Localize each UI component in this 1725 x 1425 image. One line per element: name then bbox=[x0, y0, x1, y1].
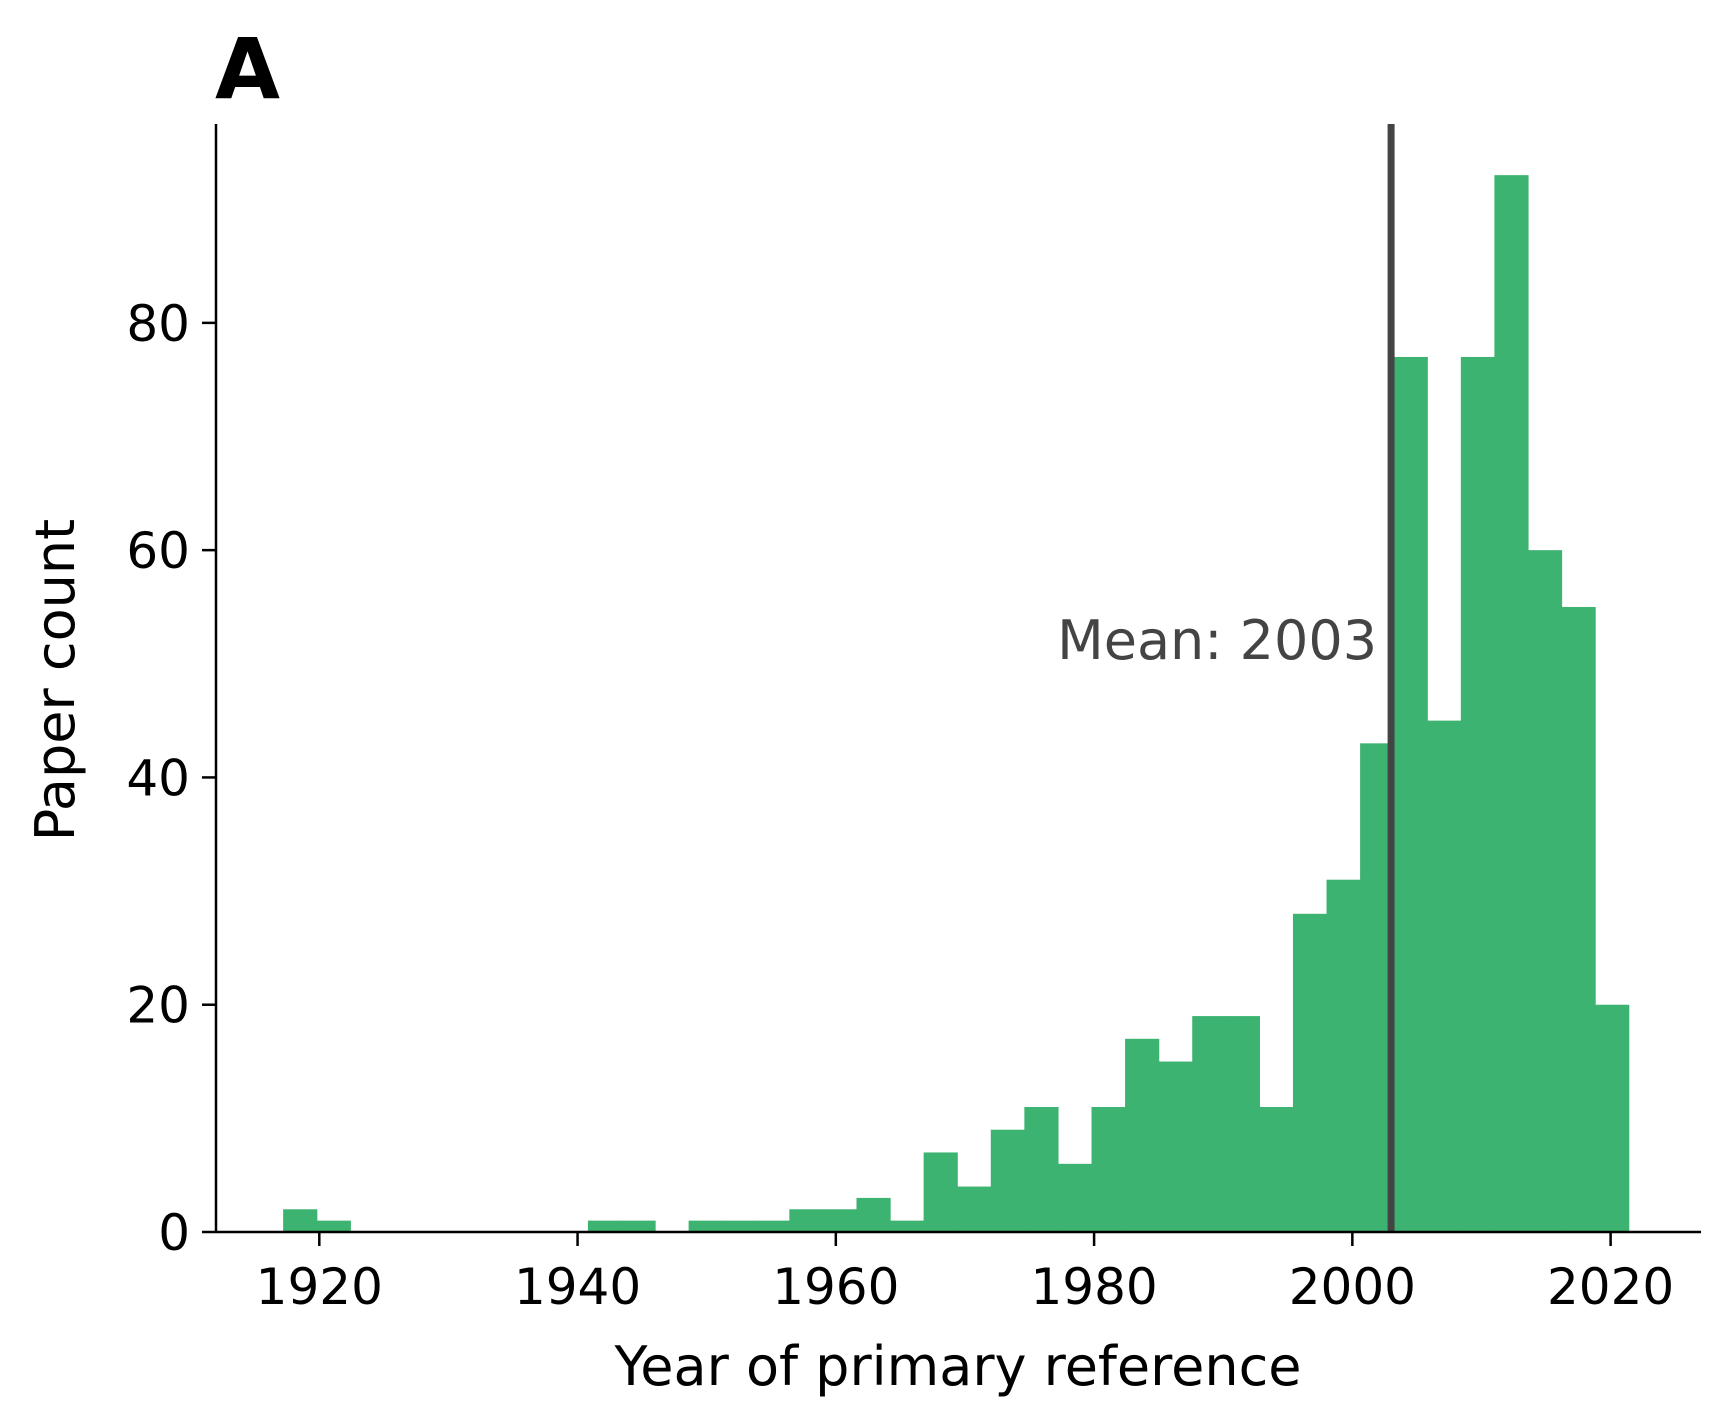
histogram-bar-10 bbox=[890, 1220, 925, 1232]
histogram-bar-16 bbox=[1091, 1106, 1126, 1232]
histogram-bar-5 bbox=[722, 1220, 757, 1232]
y-tick-label-0: 0 bbox=[158, 1204, 190, 1262]
histogram-bar-21 bbox=[1259, 1106, 1294, 1232]
histogram-bar-29 bbox=[1527, 550, 1563, 1232]
histogram-bar-2 bbox=[587, 1220, 623, 1232]
y-axis-title: Paper count bbox=[24, 519, 87, 841]
mean-label: Mean: 2003 bbox=[1057, 609, 1377, 672]
histogram-bar-8 bbox=[822, 1209, 858, 1232]
x-axis-title: Year of primary reference bbox=[613, 1335, 1301, 1398]
histogram-bar-1 bbox=[316, 1220, 351, 1232]
panel-label: A bbox=[215, 20, 280, 118]
histogram-bar-4 bbox=[688, 1220, 723, 1232]
y-tick-label-40: 40 bbox=[126, 749, 190, 807]
histogram-bar-22 bbox=[1292, 913, 1328, 1232]
histogram-bar-6 bbox=[755, 1220, 790, 1232]
histogram-bar-9 bbox=[856, 1197, 891, 1232]
x-tick-label-1960: 1960 bbox=[772, 1258, 899, 1316]
histogram-bar-25 bbox=[1393, 356, 1428, 1232]
y-tick-label-80: 80 bbox=[126, 295, 190, 353]
x-tick-label-2020: 2020 bbox=[1547, 1258, 1674, 1316]
histogram-bar-23 bbox=[1326, 879, 1361, 1232]
histogram-bar-17 bbox=[1125, 1038, 1160, 1232]
x-tick-label-1920: 1920 bbox=[256, 1258, 383, 1316]
x-axis-ticks: 1920 1940 1960 1980 2000 2020 bbox=[256, 1232, 1674, 1316]
histogram-bar-26 bbox=[1427, 720, 1462, 1232]
histogram-bar-0 bbox=[283, 1209, 318, 1232]
histogram-bar-31 bbox=[1595, 1004, 1630, 1232]
y-tick-label-20: 20 bbox=[126, 977, 190, 1035]
histogram-bar-7 bbox=[789, 1209, 824, 1232]
x-tick-label-1980: 1980 bbox=[1030, 1258, 1157, 1316]
histogram-bars bbox=[283, 175, 1630, 1233]
histogram-bar-19 bbox=[1192, 1016, 1227, 1232]
x-tick-label-1940: 1940 bbox=[514, 1258, 641, 1316]
histogram-bar-3 bbox=[621, 1220, 656, 1232]
histogram-bar-12 bbox=[957, 1186, 992, 1232]
histogram-bar-14 bbox=[1024, 1106, 1059, 1232]
x-tick-label-2000: 2000 bbox=[1289, 1258, 1416, 1316]
histogram-bar-15 bbox=[1057, 1163, 1093, 1232]
histogram-bar-27 bbox=[1460, 356, 1495, 1232]
histogram-bar-28 bbox=[1494, 175, 1529, 1233]
y-axis-ticks: 0 20 40 60 80 bbox=[126, 295, 216, 1262]
histogram-bar-30 bbox=[1561, 606, 1596, 1232]
histogram-bar-20 bbox=[1225, 1016, 1260, 1232]
y-tick-label-60: 60 bbox=[126, 522, 190, 580]
histogram-bar-11 bbox=[923, 1152, 958, 1232]
histogram-bar-13 bbox=[990, 1129, 1025, 1232]
histogram-bar-18 bbox=[1158, 1061, 1193, 1232]
